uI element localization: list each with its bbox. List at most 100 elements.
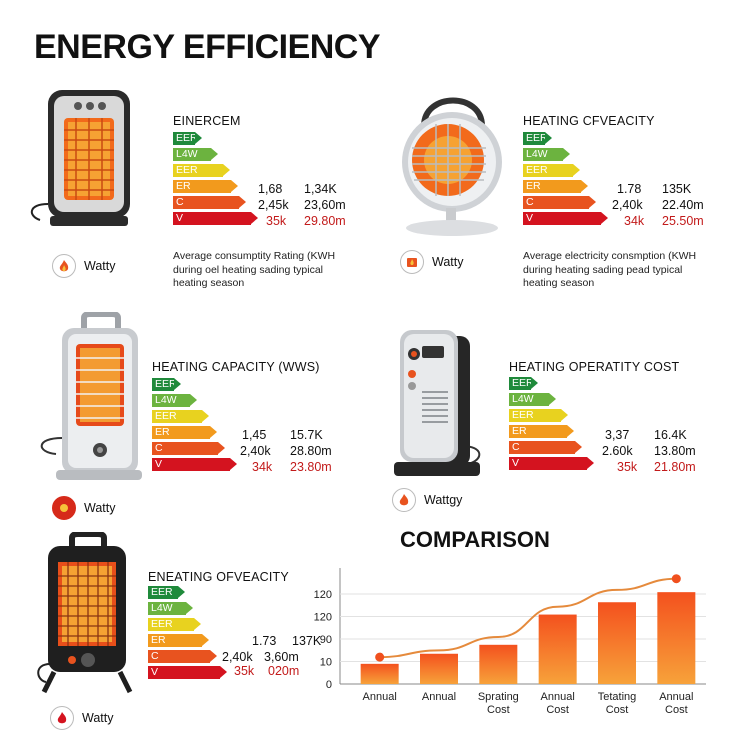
card3-value-2b: 28.80m (290, 444, 332, 458)
x-tick-label: Cost (665, 704, 688, 716)
energy-class-d: ER (148, 634, 209, 647)
card2-title: HEATING CFVEACITY (523, 114, 655, 128)
y-tick-label: 120 (314, 612, 332, 624)
card4-value-1a: 3,37 (605, 428, 630, 442)
card3-brand-name: Watty (84, 501, 116, 515)
card5-value-3b: 020m (268, 664, 300, 678)
card4-brand: Wattgy (392, 488, 462, 512)
bar (479, 644, 518, 684)
x-tick-label: Annual (541, 691, 575, 703)
flame-icon (52, 254, 76, 278)
card2-description: Average electricity consmption (KWH duri… (523, 250, 697, 289)
card5-brand-name: Watty (82, 711, 114, 725)
card3-value-3b: 23.80m (290, 460, 332, 474)
card2-brand: Watty (400, 250, 463, 274)
comparison-title: COMPARISON (400, 527, 550, 552)
energy-class-e: C (523, 196, 596, 209)
card4-energy-scale: EER L4W EER ER C V (509, 377, 599, 473)
energy-class-c: EER (152, 410, 209, 423)
energy-class-f: V (173, 212, 258, 225)
x-tick-label: Annual (659, 691, 693, 703)
energy-class-d: ER (152, 426, 217, 439)
energy-class-c: EER (523, 164, 580, 177)
card1-brand: Watty (52, 254, 115, 278)
card2-brand-name: Watty (432, 255, 464, 269)
x-tick-label: Cost (546, 704, 569, 716)
page-title: ENERGY EFFICIENCY (34, 28, 381, 66)
bar (657, 592, 696, 684)
card3-value-1b: 15.7K (290, 428, 323, 442)
card3-value-3a: 34k (252, 460, 273, 474)
energy-class-b: L4W (509, 393, 556, 406)
energy-class-b: L4W (523, 148, 570, 161)
card2-value-1b: 135K (662, 182, 692, 196)
card5-energy-scale: EER L4W EER ER C V (148, 586, 238, 682)
card1-energy-scale: EER L4W EER ER C V (173, 132, 263, 228)
card5-value-3a: 35k (234, 664, 255, 678)
energy-class-f: V (148, 666, 227, 679)
card4-value-3b: 21.80m (654, 460, 696, 474)
y-tick-label: 0 (326, 679, 332, 691)
heater-image-tower-silver (36, 312, 146, 482)
flame-icon (50, 706, 74, 730)
energy-class-c: EER (509, 409, 568, 422)
card4-brand-name: Wattgy (424, 493, 463, 507)
card3-brand: Watty (52, 496, 115, 520)
energy-class-b: L4W (173, 148, 218, 161)
line-point (375, 652, 385, 662)
x-tick-label: Cost (487, 704, 510, 716)
energy-class-a: EER (523, 132, 552, 145)
energy-class-e: C (509, 441, 582, 454)
x-tick-label: Annual (363, 691, 397, 703)
flame-icon (52, 496, 76, 520)
card5-value-2a: 2,40k (222, 650, 253, 664)
card2-value-3b: 25.50m (662, 214, 704, 228)
card2-value-2b: 22.40m (662, 198, 704, 212)
card1-description: Average consumptity Rating (KWH during o… (173, 250, 336, 289)
card4-title: HEATING OPERATITY COST (509, 360, 680, 374)
card5-value-1a: 1.73 (252, 634, 277, 648)
y-tick-label: 10 (320, 657, 332, 669)
heater-image-black-tower (36, 532, 136, 698)
x-tick-label: Tetating (598, 691, 637, 703)
card5-value-1b: 137K (292, 634, 322, 648)
energy-class-b: L4W (148, 602, 193, 615)
card4-value-2a: 2.60k (602, 444, 633, 458)
energy-class-b: L4W (152, 394, 197, 407)
energy-class-e: C (152, 442, 225, 455)
card3-title: HEATING CAPACITY (WWS) (152, 360, 320, 374)
card1-value-3b: 29.80m (304, 214, 346, 228)
energy-class-f: V (152, 458, 237, 471)
energy-class-e: C (173, 196, 246, 209)
series-line (379, 577, 677, 659)
x-tick-label: Sprating (478, 691, 519, 703)
card2-value-3a: 34k (624, 214, 645, 228)
bar (598, 602, 636, 684)
card1-value-1a: 1,68 (258, 182, 283, 196)
y-tick-label: 90 (320, 634, 332, 646)
line-point (671, 574, 681, 584)
flame-icon (400, 250, 424, 274)
energy-class-a: EER (173, 132, 202, 145)
card5-title: ENEATING OFVEACITY (148, 570, 289, 584)
card2-energy-scale: EER L4W EER ER C V (523, 132, 613, 228)
heater-image-tower (28, 86, 148, 236)
bar (360, 663, 399, 684)
comparison-chart: 120 120 90 10 0 Annual Annual Sprating Cost Annua… (306, 560, 726, 735)
card4-value-3a: 35k (617, 460, 638, 474)
energy-class-f: V (509, 457, 594, 470)
energy-class-c: EER (173, 164, 230, 177)
card3-value-2a: 2,40k (240, 444, 271, 458)
card1-value-2b: 23,60m (304, 198, 346, 212)
energy-class-f: V (523, 212, 608, 225)
energy-class-d: ER (509, 425, 574, 438)
card1-value-1b: 1,34K (304, 182, 337, 196)
card5-value-2b: 3,60m (264, 650, 299, 664)
card1-brand-name: Watty (84, 259, 116, 273)
x-tick-label: Cost (606, 704, 629, 716)
card4-value-2b: 13.80m (654, 444, 696, 458)
energy-class-a: EER (152, 378, 181, 391)
card1-value-3a: 35k (266, 214, 287, 228)
card1-title: EINERCEM (173, 114, 241, 128)
energy-class-d: ER (173, 180, 238, 193)
